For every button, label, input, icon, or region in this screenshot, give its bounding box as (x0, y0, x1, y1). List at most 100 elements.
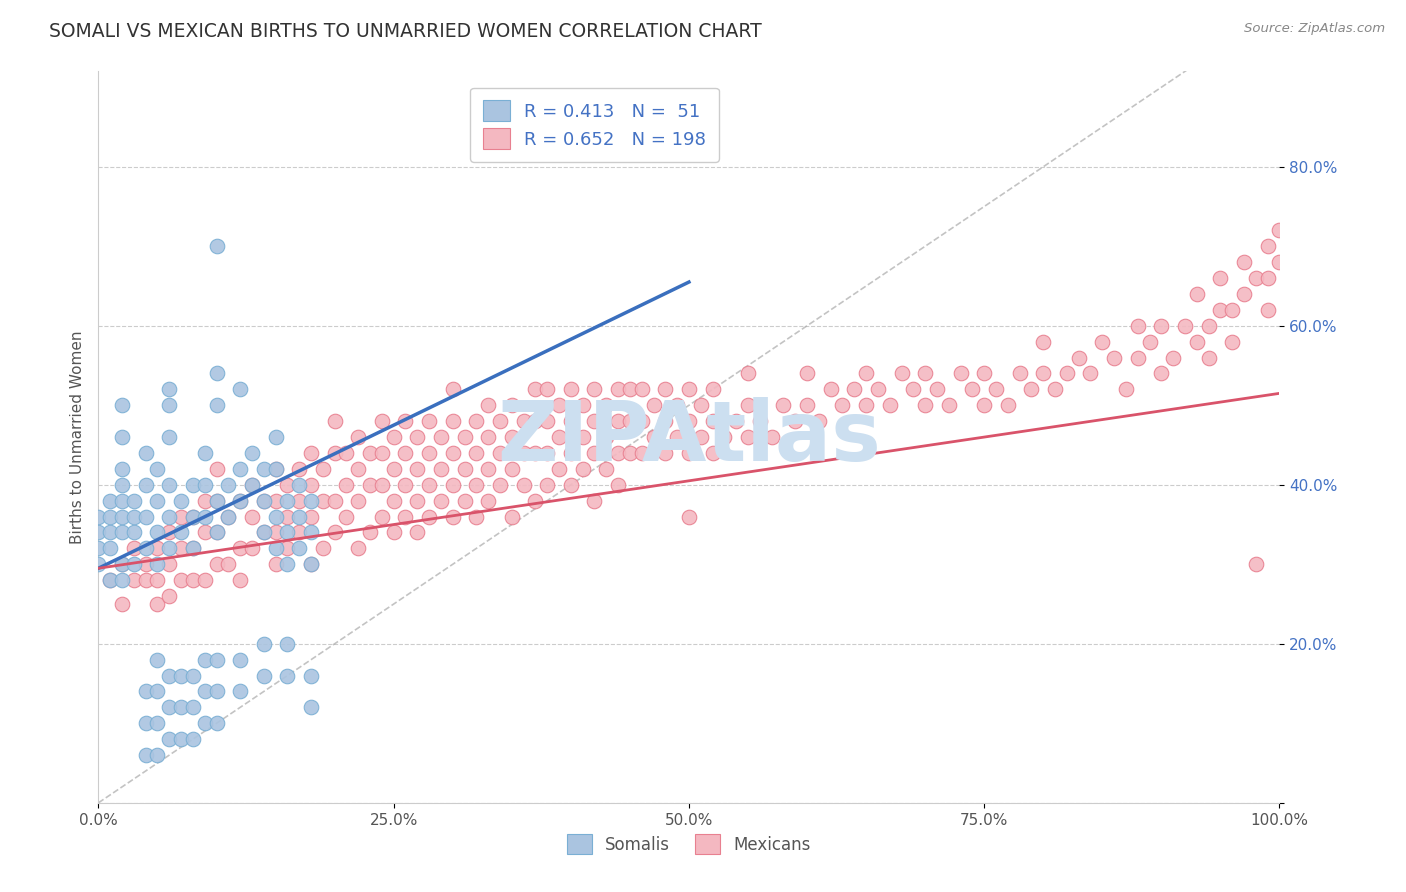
Point (299, 558, 322, 572)
Point (796, 398, 818, 412)
Point (299, 493, 322, 508)
Point (98, 541, 121, 556)
Point (170, 541, 193, 556)
Point (382, 430, 405, 444)
Point (264, 430, 287, 444)
Point (264, 462, 287, 476)
Point (1008, 367, 1031, 381)
Point (984, 383, 1007, 397)
Point (1150, 318, 1173, 333)
Point (157, 589, 180, 603)
Point (299, 668, 322, 682)
Point (135, 446, 157, 460)
Point (619, 446, 641, 460)
Point (229, 493, 252, 508)
Point (205, 367, 228, 381)
Point (170, 700, 193, 714)
Point (299, 477, 322, 491)
Point (135, 573, 157, 587)
Point (595, 462, 617, 476)
Point (288, 477, 311, 491)
Point (194, 573, 217, 587)
Point (654, 446, 676, 460)
Point (1198, 351, 1220, 365)
Point (299, 509, 322, 524)
Point (382, 493, 405, 508)
Point (146, 541, 169, 556)
Point (157, 525, 180, 540)
Point (973, 367, 995, 381)
Point (619, 414, 641, 428)
Point (1268, 255, 1291, 269)
Point (583, 383, 606, 397)
Point (146, 462, 169, 476)
Point (288, 525, 311, 540)
Point (914, 367, 936, 381)
Point (170, 732, 193, 747)
Point (1257, 271, 1279, 285)
Point (205, 716, 228, 731)
Point (181, 509, 204, 524)
Point (890, 367, 912, 381)
Point (312, 541, 335, 556)
Point (761, 430, 783, 444)
Point (229, 493, 252, 508)
Point (583, 493, 606, 508)
Point (607, 414, 630, 428)
Point (157, 383, 180, 397)
Text: ZIPAtlas: ZIPAtlas (496, 397, 882, 477)
Point (253, 493, 276, 508)
Point (382, 462, 405, 476)
Point (170, 493, 193, 508)
Point (312, 493, 335, 508)
Point (666, 398, 689, 412)
Point (229, 383, 252, 397)
Point (501, 398, 523, 412)
Point (489, 446, 512, 460)
Point (205, 493, 228, 508)
Point (229, 541, 252, 556)
Point (194, 716, 217, 731)
Point (111, 477, 134, 491)
Point (453, 493, 475, 508)
Point (111, 597, 134, 611)
Point (135, 748, 157, 763)
Point (678, 509, 700, 524)
Point (879, 398, 901, 412)
Point (323, 525, 346, 540)
Point (477, 430, 499, 444)
Point (181, 541, 204, 556)
Point (394, 446, 416, 460)
Point (157, 558, 180, 572)
Point (1220, 302, 1243, 317)
Point (181, 477, 204, 491)
Point (323, 414, 346, 428)
Point (489, 414, 512, 428)
Point (229, 684, 252, 698)
Point (170, 573, 193, 587)
Point (1021, 383, 1043, 397)
Point (264, 509, 287, 524)
Point (607, 477, 630, 491)
Point (264, 493, 287, 508)
Point (122, 541, 145, 556)
Point (157, 509, 180, 524)
Legend: Somalis, Mexicans: Somalis, Mexicans (560, 828, 818, 860)
Point (264, 462, 287, 476)
Point (748, 414, 770, 428)
Point (382, 525, 405, 540)
Point (831, 398, 853, 412)
Point (181, 700, 204, 714)
Point (181, 668, 204, 682)
Point (595, 430, 617, 444)
Point (1209, 271, 1232, 285)
Point (276, 493, 298, 508)
Point (122, 493, 145, 508)
Point (548, 462, 571, 476)
Point (1139, 334, 1161, 349)
Point (217, 509, 239, 524)
Point (453, 430, 475, 444)
Point (560, 414, 582, 428)
Point (1233, 255, 1256, 269)
Point (524, 493, 547, 508)
